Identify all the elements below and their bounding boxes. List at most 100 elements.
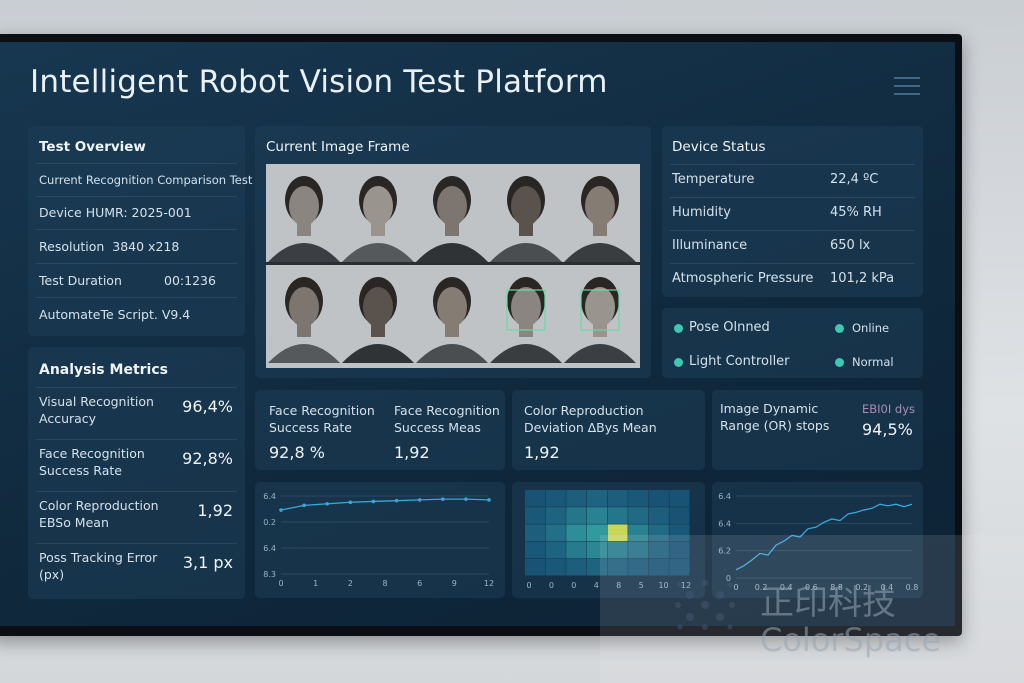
data-point: [464, 497, 468, 501]
card-label: Color Reproduction Deviation ∆Bys Mean: [524, 403, 657, 435]
metric-value: 3,1 px: [182, 553, 233, 572]
person-neck: [371, 222, 385, 236]
heatmap-cell: [648, 541, 669, 559]
heatmap-cell: [607, 490, 628, 507]
heatmap-cell: [586, 558, 607, 576]
overview-item: AutomateTe Script. V9.4: [39, 307, 191, 322]
x-tick-label: 10: [658, 581, 668, 590]
person-neck: [593, 222, 607, 236]
heatmap-cell: [607, 524, 628, 542]
x-tick-label: 0.2: [855, 583, 868, 592]
data-point: [394, 498, 399, 503]
status-value: 45% RH: [830, 205, 882, 220]
x-tick-label: 0.2: [755, 583, 768, 592]
heatmap-cell: [545, 490, 566, 507]
overview-item: Resolution 3840 x218: [39, 239, 180, 254]
x-tick-label: 0: [278, 579, 283, 588]
separator: [36, 297, 237, 298]
card-extra: EBI0I dys: [862, 402, 916, 416]
heatmap-cell: [545, 524, 566, 542]
heatmap-cell: [628, 558, 649, 576]
person-shoulders: [564, 243, 636, 262]
y-tick-label: 6.4: [718, 519, 731, 528]
detection-box: [580, 289, 620, 331]
heatmap-cell: [525, 507, 546, 524]
separator: [36, 543, 237, 544]
person-neck: [445, 323, 459, 337]
person-shoulders: [268, 344, 340, 363]
separator: [36, 439, 237, 440]
person-face: [585, 186, 615, 226]
person-shoulders: [416, 243, 488, 262]
data-point: [279, 508, 283, 512]
panel-title: Analysis Metrics: [39, 362, 168, 378]
person-face: [585, 287, 615, 327]
heatmap-cell: [545, 558, 566, 576]
heatmap-cell: [525, 490, 546, 507]
test-overview-panel: Test Overview Current Recognition Compar…: [28, 126, 252, 336]
person-neck: [297, 222, 311, 236]
overview-label: Test Duration: [39, 273, 122, 288]
watermark-en: ColorSpace: [760, 621, 942, 659]
x-tick-label: 12: [484, 579, 494, 588]
card-value: 94,5%: [862, 420, 913, 439]
metric-value: 96,4%: [182, 397, 233, 416]
status-label: Illuminance: [672, 238, 748, 253]
heatmap-cell: [525, 541, 546, 559]
menu-button[interactable]: [894, 77, 920, 101]
card-panel: Image Dynamic Range (OR) stops EBI0I dys…: [712, 390, 923, 470]
separator: [36, 387, 237, 388]
page-title: Intelligent Robot Vision Test Platform: [30, 64, 608, 100]
heatmap-cell: [669, 490, 690, 507]
watermark: 正印科技 ColorSpace: [600, 535, 1024, 683]
status-state: Normal: [852, 355, 894, 369]
chart-panel: 6.4 6.4 6.2 0 0 0.2 0.4 0.6 8.8 0.2 0.4 0.8: [712, 482, 923, 598]
overview-value: 00:1236: [164, 273, 216, 288]
y-tick-label: 6.4: [718, 492, 731, 501]
data-point: [348, 500, 353, 505]
separator: [670, 164, 915, 165]
heatmap-cell: [545, 541, 566, 559]
data-point: [440, 497, 445, 501]
person-shoulders: [564, 344, 636, 363]
person-shoulders: [268, 243, 340, 262]
separator: [670, 263, 915, 264]
status-dot: [674, 324, 683, 333]
person-shoulders: [342, 344, 414, 363]
person-face: [289, 287, 319, 327]
watermark-cn: 正印科技: [760, 583, 896, 623]
watermark-logo: [675, 580, 735, 630]
status-panel: Pose Olnned Online Light Controller Normal: [662, 308, 923, 378]
detection-box: [506, 289, 546, 331]
card-label: Image Dynamic Range (OR) stops: [720, 401, 830, 433]
person-face: [289, 186, 319, 226]
person-face: [437, 287, 467, 327]
card-value: 1,92: [524, 443, 560, 462]
heatmap-cell: [648, 507, 669, 524]
heatmap-cell: [669, 507, 690, 524]
y-tick-label: 6.2: [718, 547, 731, 556]
separator: [36, 491, 237, 492]
person-shoulders: [342, 243, 414, 262]
x-tick-label: 9: [452, 579, 457, 588]
analysis-metrics-panel: Analysis Metrics Visual Recognition Accu…: [28, 347, 245, 599]
heatmap-cell: [545, 507, 566, 524]
heatmap-cell: [669, 541, 690, 559]
y-tick-label: 6.4: [263, 544, 276, 553]
metric-value: 92,8%: [182, 449, 233, 468]
heatmap-cell: [607, 541, 628, 559]
heatmap-cell: [586, 541, 607, 559]
data-point: [487, 498, 491, 502]
chart-panel: 0 0 0 4 8 5 10 12: [512, 482, 705, 598]
x-tick-label: 0.8: [906, 583, 919, 592]
status-label: Temperature: [672, 172, 755, 187]
screen: Intelligent Robot Vision Test Platform T…: [0, 42, 955, 626]
image-frame-panel: Current Image Frame: [255, 126, 651, 378]
heatmap-cell: [525, 558, 546, 576]
overview-item: Current Recognition Comparison Test: [39, 173, 253, 187]
separator: [670, 197, 915, 198]
panel-title: Device Status: [672, 139, 766, 155]
camera-frame: [266, 164, 640, 368]
x-tick-label: 2: [348, 579, 353, 588]
line-chart: 6.4 6.4 6.2 00 0.2 0.4 0.6 8.8 0.2 0.4 0.8: [718, 492, 919, 592]
